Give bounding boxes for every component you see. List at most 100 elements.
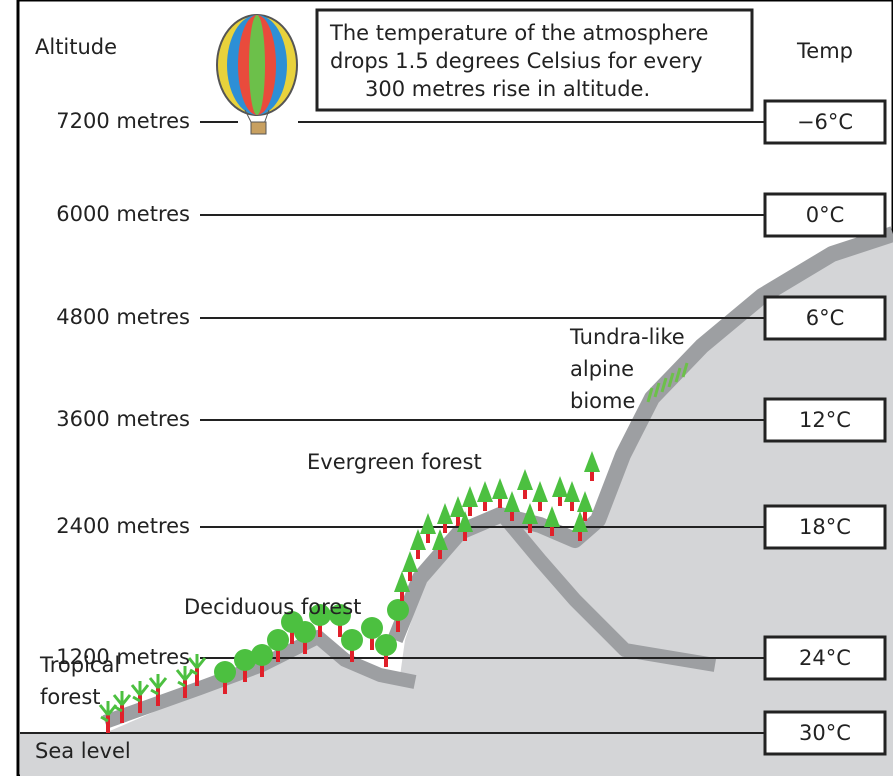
tree-trunk — [456, 517, 460, 526]
tropical-tree — [130, 681, 150, 703]
biome-label: Deciduous forest — [184, 595, 361, 619]
temp-label: 6°C — [806, 306, 845, 330]
sea-level-band — [20, 733, 893, 776]
tree-trunk — [498, 499, 502, 508]
tree-trunk — [318, 623, 322, 637]
evergreen-tree — [492, 478, 508, 499]
temp-label: 18°C — [799, 515, 851, 539]
tree-trunk — [260, 663, 264, 677]
deciduous-tree — [329, 604, 351, 626]
balloon — [216, 14, 298, 135]
tree-trunk — [400, 592, 404, 601]
tree-trunk — [550, 527, 554, 536]
temp-box — [763, 295, 887, 341]
tree-trunk — [396, 618, 400, 632]
tree-trunk — [578, 532, 582, 541]
tree-trunk — [195, 668, 199, 686]
temp-label: 30°C — [799, 721, 851, 745]
tree-trunk — [408, 572, 412, 581]
note-line: 300 metres rise in altitude. — [365, 77, 650, 101]
tropical-tree — [175, 666, 195, 688]
deciduous-tree — [387, 599, 409, 621]
evergreen-tree — [477, 481, 493, 502]
evergreen-tree — [532, 481, 548, 502]
evergreen-tree — [577, 491, 593, 512]
altitude-label: 2400 metres — [56, 514, 190, 538]
tree-trunk — [384, 653, 388, 667]
temp-box — [763, 710, 887, 756]
temp-box — [763, 192, 887, 238]
tree-trunk — [570, 502, 574, 511]
evergreen-tree — [394, 571, 410, 592]
altitude-label: 6000 metres — [56, 202, 190, 226]
deciduous-tree — [361, 617, 383, 639]
deciduous-tree — [214, 661, 236, 683]
tree-trunk — [468, 507, 472, 516]
tree-trunk — [338, 623, 342, 637]
tree-trunk — [528, 524, 532, 533]
evergreen-tree — [572, 511, 588, 532]
tropical-tree — [98, 701, 118, 723]
tree-trunk — [350, 648, 354, 662]
evergreen-tree — [402, 551, 418, 572]
altitude-label: 1200 metres — [56, 645, 190, 669]
tundra-grass — [653, 382, 661, 398]
tropical-tree — [187, 654, 207, 676]
tree-trunk — [120, 705, 124, 723]
biome-label: Tropical — [39, 653, 120, 677]
evergreen-tree — [420, 513, 436, 534]
evergreen-tree — [462, 486, 478, 507]
note-line: The temperature of the atmosphere — [329, 21, 708, 45]
tree-trunk — [590, 472, 594, 481]
tundra-grass — [667, 372, 675, 388]
temp-box — [763, 397, 887, 443]
biome-label: biome — [570, 389, 635, 413]
tree-trunk — [243, 668, 247, 682]
temp-label: 12°C — [799, 408, 851, 432]
deciduous-tree — [251, 644, 273, 666]
evergreen-tree — [432, 529, 448, 550]
evergreen-tree — [410, 529, 426, 550]
tree-trunk — [438, 550, 442, 559]
evergreen-tree — [584, 451, 600, 472]
tundra-grass — [674, 367, 682, 383]
evergreen-tree — [517, 469, 533, 490]
tropical-tree — [148, 674, 168, 696]
evergreen-tree — [437, 503, 453, 524]
tree-trunk — [510, 512, 514, 521]
tree-trunk — [538, 502, 542, 511]
evergreen-tree — [450, 496, 466, 517]
deciduous-tree — [341, 629, 363, 651]
tree-trunk — [523, 490, 527, 499]
tree-trunk — [106, 715, 110, 733]
tree-trunk — [558, 497, 562, 506]
tree-trunk — [463, 532, 467, 541]
tree-trunk — [426, 534, 430, 543]
tree-trunk — [416, 550, 420, 559]
tree-trunk — [156, 688, 160, 706]
deciduous-tree — [234, 649, 256, 671]
temp-box — [763, 504, 887, 550]
tundra-grass — [681, 362, 689, 378]
tundra-grass — [660, 377, 668, 393]
evergreen-tree — [457, 511, 473, 532]
tree-trunk — [223, 680, 227, 694]
tropical-tree — [112, 691, 132, 713]
tree-trunk — [183, 680, 187, 698]
ridge-branch — [499, 513, 717, 672]
temp-label: −6°C — [797, 110, 853, 134]
biome-label: Tundra-like — [569, 325, 685, 349]
altitude-label: 7200 metres — [56, 109, 190, 133]
tree-trunk — [290, 630, 294, 644]
evergreen-tree — [564, 481, 580, 502]
altitude-label: 4800 metres — [56, 305, 190, 329]
altitude-label: Sea level — [35, 739, 131, 763]
temp-label: 24°C — [799, 646, 851, 670]
note-line: drops 1.5 degrees Celsius for every — [330, 49, 703, 73]
deciduous-tree — [309, 604, 331, 626]
tree-trunk — [370, 636, 374, 650]
tree-trunk — [483, 502, 487, 511]
altitude-label: 3600 metres — [56, 407, 190, 431]
deciduous-tree — [267, 629, 289, 651]
